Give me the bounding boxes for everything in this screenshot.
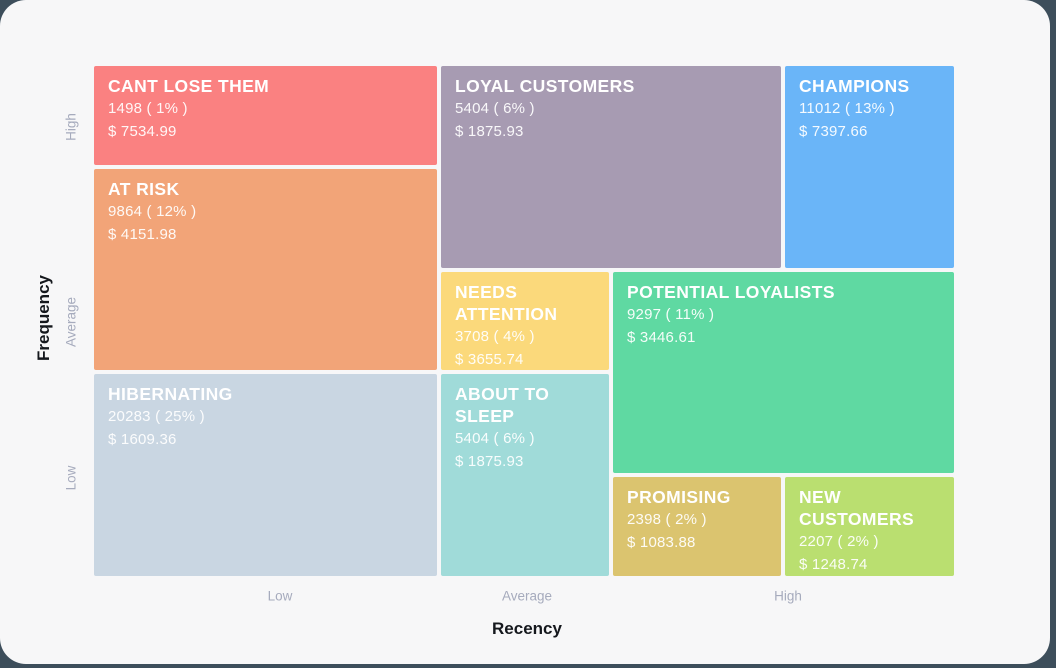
segment-title: LOYAL CUSTOMERS [455,76,635,96]
x-axis-tick-average: Average [501,588,553,604]
segment-title: NEW CUSTOMERS [799,487,915,530]
segment-count: 5404 ( 6% ) [455,100,535,117]
segment-promising[interactable]: PROMISING 2398 ( 2% ) $ 1083.88 [613,477,781,576]
segment-cant-lose-them[interactable]: CANT LOSE THEM 1498 ( 1% ) $ 7534.99 [94,66,437,165]
segment-new-customers[interactable]: NEW CUSTOMERS 2207 ( 2% ) $ 1248.74 [785,477,954,576]
segment-monetary: $ 7534.99 [108,123,177,140]
x-axis-tick-high: High [774,588,802,604]
segment-monetary: $ 3655.74 [455,350,524,368]
segment-champions[interactable]: CHAMPIONS 11012 ( 13% ) $ 7397.66 [785,66,954,268]
y-axis-title: Frequency [34,275,53,361]
segment-title: CHAMPIONS [799,76,910,96]
segment-title: POTENTIAL LOYALISTS [627,281,835,302]
segment-title: AT RISK [108,178,180,199]
segment-monetary: $ 1875.93 [455,453,524,471]
segment-hibernating[interactable]: HIBERNATING 20283 ( 25% ) $ 1609.36 [94,374,437,576]
y-axis-tick-low: Low [63,465,79,491]
segment-count: 11012 ( 13% ) [799,100,895,117]
segment-count: 20283 ( 25% ) [108,408,205,426]
segment-monetary: $ 7397.66 [799,123,868,140]
segment-at-risk[interactable]: AT RISK 9864 ( 12% ) $ 4151.98 [94,168,437,371]
segment-potential-loyalists[interactable]: POTENTIAL LOYALISTS 9297 ( 11% ) $ 3446.… [613,271,954,474]
segment-monetary: $ 1875.93 [455,123,524,140]
segment-monetary: $ 4151.98 [108,225,177,243]
y-axis-tick-high: High [63,113,79,141]
segment-about-to-sleep[interactable]: ABOUT TO SLEEP 5404 ( 6% ) $ 1875.93 [441,374,609,576]
segment-needs-attention[interactable]: NEEDS ATTENTION 3708 ( 4% ) $ 3655.74 [441,271,609,371]
segment-monetary: $ 1083.88 [627,534,696,552]
segment-monetary: $ 1609.36 [108,431,177,449]
x-axis-tick-low: Low [267,588,293,604]
segment-count: 9864 ( 12% ) [108,202,197,220]
segment-monetary: $ 3446.61 [627,328,696,346]
x-axis-title: Recency [492,619,562,638]
segment-title: PROMISING [627,487,731,508]
y-axis-tick-average: Average [63,296,79,348]
segment-title: ABOUT TO SLEEP [455,384,550,427]
segment-title: NEEDS ATTENTION [455,281,558,324]
segment-title: CANT LOSE THEM [108,76,270,96]
segment-count: 2207 ( 2% ) [799,533,879,551]
segment-count: 9297 ( 11% ) [627,305,715,323]
segment-count: 1498 ( 1% ) [108,100,188,117]
segment-title: HIBERNATING [108,384,233,405]
segment-loyal-customers[interactable]: LOYAL CUSTOMERS 5404 ( 6% ) $ 1875.93 [441,66,781,268]
segment-count: 2398 ( 2% ) [627,511,707,529]
segment-count: 5404 ( 6% ) [455,430,535,448]
rfm-treemap: CANT LOSE THEM 1498 ( 1% ) $ 7534.99 LOY… [94,66,954,576]
segment-monetary: $ 1248.74 [799,556,868,574]
segment-count: 3708 ( 4% ) [455,327,535,345]
